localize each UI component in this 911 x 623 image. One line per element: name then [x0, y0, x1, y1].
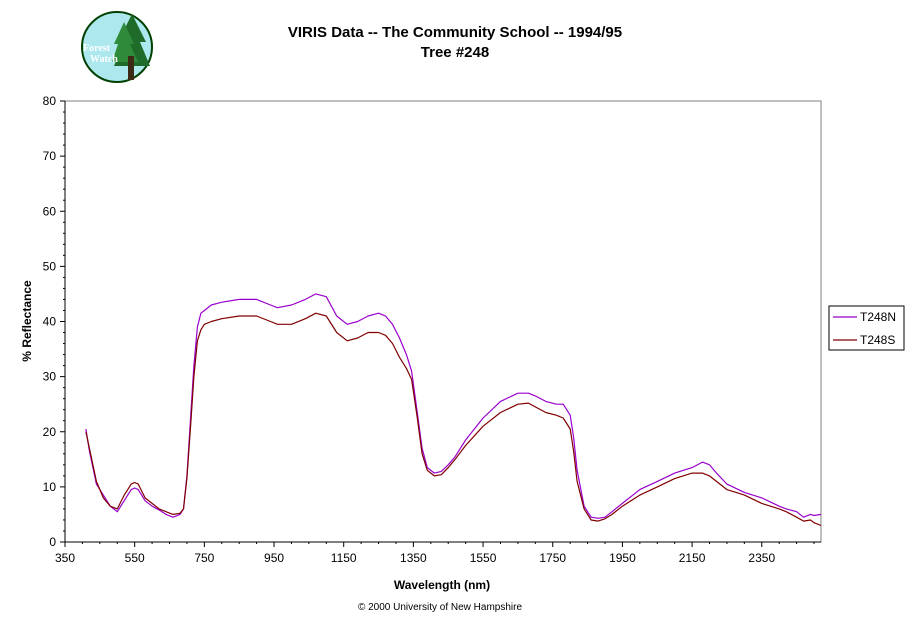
- x-tick-label: 1350: [400, 551, 427, 565]
- legend: T248N T248S: [828, 305, 905, 351]
- chart-title: VIRIS Data -- The Community School -- 19…: [288, 24, 622, 41]
- x-tick-label: 1750: [539, 551, 566, 565]
- x-tick-label: 2350: [748, 551, 775, 565]
- series-line-t248s: [85, 312, 822, 527]
- y-tick-label: 0: [49, 535, 56, 549]
- y-tick-label: 80: [43, 94, 57, 108]
- chart-subtitle: Tree #248: [421, 44, 489, 61]
- legend-box: [828, 305, 905, 351]
- x-axis-label: Wavelength (nm): [394, 578, 490, 592]
- y-tick-label: 70: [43, 149, 57, 163]
- x-tick-label: 550: [125, 551, 145, 565]
- y-tick-label: 30: [43, 370, 57, 384]
- logo-text-forest: Forest: [83, 43, 111, 54]
- legend-label-t248n: T248N: [860, 310, 896, 324]
- x-tick-label: 1150: [331, 551, 357, 565]
- y-tick-label: 20: [43, 425, 57, 439]
- y-tick-label: 60: [43, 204, 57, 218]
- series-group: [85, 293, 822, 527]
- series-line-t248n: [85, 293, 822, 519]
- y-tick-label: 50: [43, 259, 57, 273]
- legend-label-t248s: T248S: [860, 333, 895, 347]
- copyright-text: © 2000 University of New Hampshire: [358, 602, 523, 613]
- x-tick-label: 750: [194, 551, 214, 565]
- plot-area: [64, 100, 822, 543]
- y-tick-label: 40: [43, 315, 57, 329]
- forest-watch-logo: Forest Watch: [81, 11, 153, 83]
- y-tick-label: 10: [43, 480, 57, 494]
- logo-text-watch: Watch: [90, 54, 118, 65]
- x-tick-label: 1550: [470, 551, 497, 565]
- x-tick-label: 950: [264, 551, 284, 565]
- y-axis-label: % Reflectance: [20, 280, 34, 362]
- tree-icon: [112, 14, 150, 80]
- axes-group: 0 10 20 30 40 50 60 70 80 350 550 750 950 1150 1350 155…: [43, 94, 821, 565]
- x-tick-label: 2150: [679, 551, 706, 565]
- x-tick-label: 1950: [609, 551, 636, 565]
- x-tick-label: 350: [55, 551, 75, 565]
